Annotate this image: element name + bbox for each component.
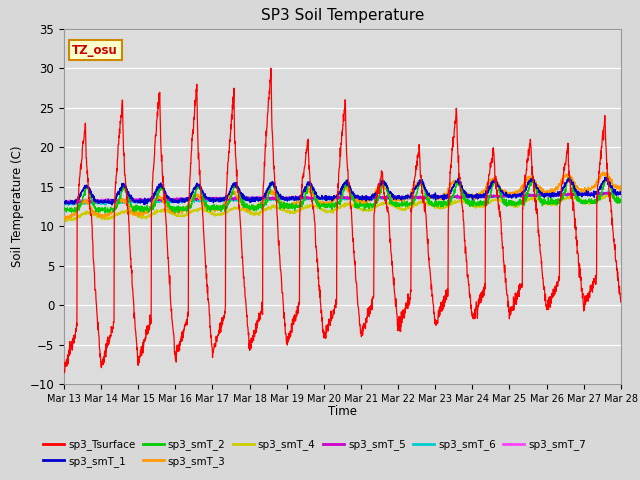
Title: SP3 Soil Temperature: SP3 Soil Temperature [260,9,424,24]
Text: TZ_osu: TZ_osu [72,44,118,57]
X-axis label: Time: Time [328,405,357,418]
Legend: sp3_Tsurface, sp3_smT_1, sp3_smT_2, sp3_smT_3, sp3_smT_4, sp3_smT_5, sp3_smT_6, : sp3_Tsurface, sp3_smT_1, sp3_smT_2, sp3_… [39,435,590,471]
Y-axis label: Soil Temperature (C): Soil Temperature (C) [11,145,24,267]
